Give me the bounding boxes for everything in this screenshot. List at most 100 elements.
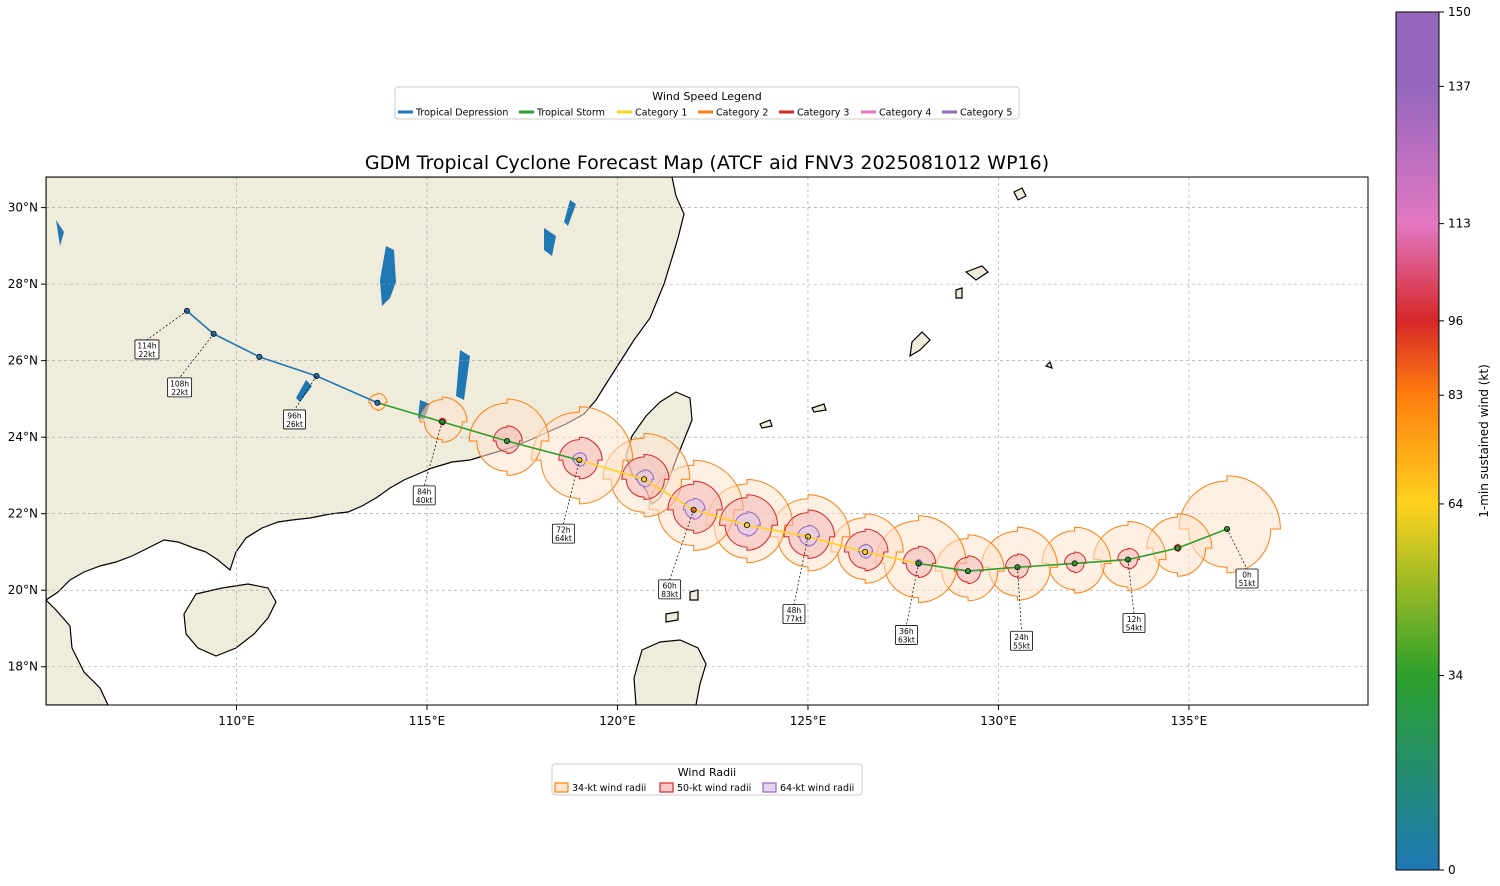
- track-segment: [967, 566, 1018, 572]
- track-segment: [441, 421, 508, 442]
- track-segment: [1074, 558, 1129, 565]
- track-segment: [693, 509, 748, 526]
- forecast-label-box: [658, 579, 682, 600]
- wind-speed-legend-title: Wind Speed Legend: [652, 90, 762, 103]
- track-segment: [213, 333, 260, 358]
- radii-legend-swatch: [659, 782, 674, 793]
- radii-legend-label: 34-kt wind radii: [572, 783, 646, 794]
- lon-tick-label: 125°E: [790, 714, 827, 728]
- land-small-islands: [665, 187, 1053, 623]
- forecast-label-box: [1010, 630, 1033, 651]
- forecast-label-box: [782, 604, 806, 625]
- colorbar-tick-label: 0: [1448, 863, 1456, 877]
- forecast-label-box: [134, 339, 160, 360]
- label-leader: [793, 536, 809, 605]
- colorbar-tick-label: 64: [1448, 497, 1463, 511]
- track-point: [744, 522, 751, 529]
- legend-item-label: Category 4: [879, 108, 931, 119]
- forecast-label-box: [412, 485, 436, 506]
- lat-tick-label: 28°N: [8, 277, 38, 291]
- track-point: [1174, 545, 1181, 552]
- legend-item-label: Category 2: [716, 108, 768, 119]
- lat-tick-label: 20°N: [8, 583, 38, 597]
- forecast-label: 114h 22kt: [137, 341, 156, 359]
- forecast-label-box: [167, 377, 193, 398]
- label-leader: [906, 563, 919, 626]
- forecast-label: 96h 26kt: [286, 411, 303, 429]
- forecast-label: 12h 54kt: [1126, 615, 1143, 633]
- land-mainland-china: [46, 177, 685, 601]
- forecast-label-box: [283, 409, 306, 430]
- legend-item-label: Tropical Storm: [536, 108, 605, 119]
- track-segment: [864, 551, 919, 565]
- colorbar-tick-label: 83: [1448, 388, 1463, 402]
- forecast-label-box: [1122, 613, 1146, 634]
- land-luzon: [633, 639, 707, 705]
- legend-item-label: Category 3: [797, 108, 849, 119]
- lat-tick-label: 26°N: [8, 354, 38, 368]
- track-segment: [316, 375, 378, 404]
- legend-item-label: Category 5: [960, 108, 1012, 119]
- track-segment: [579, 459, 645, 481]
- forecast-label: 0h 51kt: [1239, 571, 1256, 589]
- lon-tick-label: 135°E: [1171, 714, 1208, 728]
- colorbar: 0 34 64 83 96 113 137 150 1-min sustained wind …: [1395, 5, 1491, 877]
- track-point: [256, 353, 263, 360]
- lon-tick-label: 115°E: [409, 714, 446, 728]
- colorbar-tick-label: 34: [1448, 669, 1463, 683]
- forecast-label: 24h 55kt: [1013, 633, 1030, 651]
- label-leader: [1017, 567, 1022, 632]
- colorbar-tick-label: 113: [1448, 217, 1471, 231]
- forecast-label-box: [1235, 568, 1259, 589]
- land-hainan: [183, 583, 277, 657]
- lat-tick-label: 22°N: [8, 507, 38, 521]
- forecast-label: 84h 40kt: [416, 487, 433, 505]
- lat-tick-label: 24°N: [8, 430, 38, 444]
- track-segment: [643, 478, 695, 511]
- track-segment: [377, 401, 443, 423]
- map-panel: 0h 51kt 12h 54kt 24h 55kt 36h 63kt 48h 77kt 60h 83k…: [8, 176, 1369, 728]
- track-point: [503, 437, 510, 444]
- track-segment: [186, 310, 215, 335]
- track-segment: [807, 535, 866, 553]
- label-leader: [179, 333, 214, 379]
- label-leader: [423, 421, 443, 486]
- track-segment: [746, 524, 809, 538]
- track-segment: [1017, 562, 1075, 569]
- forecast-label: 108h 22kt: [170, 379, 189, 397]
- label-leader: [1127, 559, 1135, 614]
- track-point: [1071, 560, 1078, 567]
- forecast-label: 48h 77kt: [786, 606, 803, 624]
- storm-track: [183, 307, 1231, 575]
- wind-radii-legend: Wind Radii 34-kt wind radii 50-kt wind ra…: [551, 763, 863, 796]
- track-point: [374, 399, 381, 406]
- radii-legend-swatch: [554, 782, 569, 793]
- wind-radii-legend-title: Wind Radii: [678, 766, 736, 779]
- track-point: [576, 457, 583, 464]
- lon-tick-label: 110°E: [218, 714, 255, 728]
- colorbar-tick-label: 150: [1448, 5, 1471, 19]
- forecast-hour-labels: 0h 51kt 12h 54kt 24h 55kt 36h 63kt 48h 77kt 60h 83k…: [134, 310, 1259, 651]
- label-leader: [294, 375, 317, 411]
- colorbar-label: 1-min sustained wind (kt): [1477, 364, 1491, 518]
- label-leader: [563, 460, 580, 525]
- label-leader: [669, 509, 694, 580]
- lat-tick-label: 18°N: [8, 660, 38, 674]
- legend-item-label: Tropical Depression: [415, 108, 508, 119]
- track-point: [964, 568, 971, 575]
- label-leader: [146, 310, 188, 341]
- forecast-label: 36h 63kt: [898, 627, 915, 645]
- land-vietnam: [46, 599, 109, 705]
- colorbar-tick-label: 137: [1448, 79, 1471, 93]
- legend-item-label: Category 1: [635, 108, 687, 119]
- colorbar-tick-label: 96: [1448, 314, 1463, 328]
- track-segment: [1127, 547, 1178, 561]
- radii-legend-label: 64-kt wind radii: [780, 783, 854, 794]
- wind-speed-legend: Wind Speed Legend Tropical Depression Tro…: [394, 86, 1020, 120]
- lat-tick-label: 30°N: [8, 201, 38, 215]
- forecast-label-box: [895, 625, 918, 645]
- radii-legend-label: 50-kt wind radii: [677, 783, 751, 794]
- forecast-label-box: [551, 523, 575, 544]
- track-segment: [918, 562, 969, 572]
- radii-legend-swatch: [762, 782, 777, 793]
